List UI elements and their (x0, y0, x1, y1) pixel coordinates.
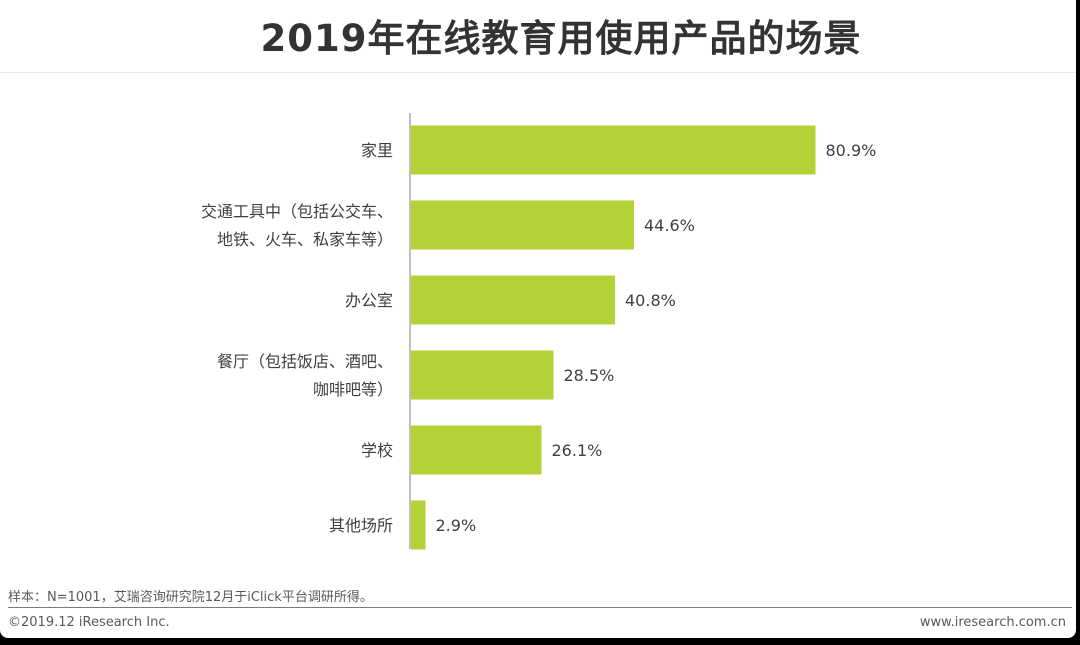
value-label: 26.1% (552, 441, 603, 460)
website-text: www.iresearch.com.cn (919, 615, 1066, 630)
copyright-text: ©2019.12 iResearch Inc. (8, 615, 170, 630)
sample-note: 样本：N=1001，艾瑞咨询研究院12月于iClick平台调研所得。 (8, 590, 373, 605)
bar-chart: 80.9% 家里 44.6% 交通工具中（包括公交车、地铁、火车、私家车等） 40.8%… (201, 113, 877, 550)
value-label: 44.6% (644, 216, 695, 235)
chart-title: 2019年在线教育用使用产品的场景 (260, 17, 862, 60)
category-label: 交通工具中（包括公交车、 (201, 202, 393, 221)
title-divider (0, 72, 1076, 73)
category-label: 餐厅（包括饭店、酒吧、 (217, 352, 393, 371)
bar (411, 275, 615, 325)
footer-divider (8, 607, 1072, 608)
category-label: 学校 (361, 441, 393, 460)
value-label: 2.9% (436, 516, 477, 535)
bar (411, 125, 816, 175)
value-label: 80.9% (826, 141, 877, 160)
category-label: 其他场所 (329, 516, 393, 535)
category-label: 家里 (361, 141, 393, 160)
category-label: 办公室 (345, 291, 393, 310)
bar (411, 500, 426, 550)
bar (411, 200, 634, 250)
value-label: 28.5% (564, 366, 615, 385)
category-label: 咖啡吧等） (313, 380, 393, 399)
bar (411, 350, 554, 400)
bar (411, 425, 542, 475)
category-label: 地铁、火车、私家车等） (217, 230, 393, 249)
value-label: 40.8% (625, 291, 676, 310)
